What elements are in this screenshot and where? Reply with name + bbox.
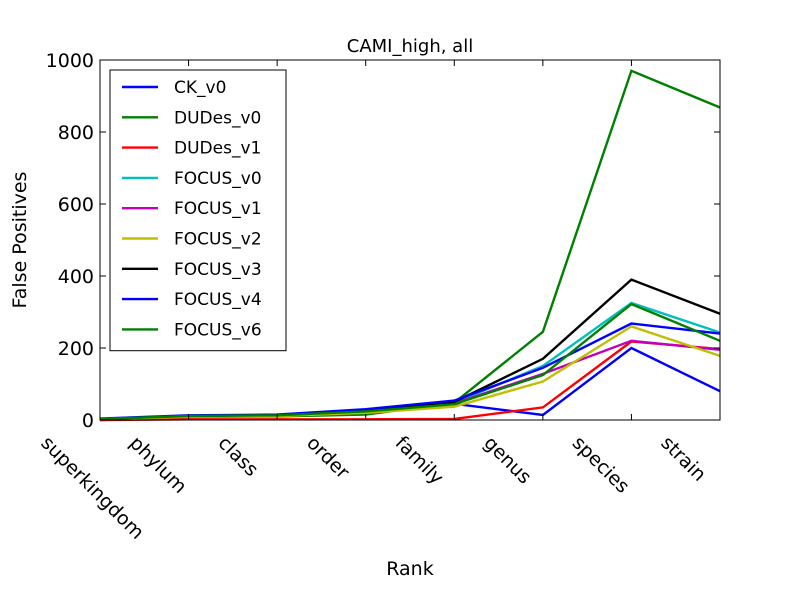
legend-label: FOCUS_v6 [174,320,262,340]
x-tick-label: phylum [125,432,191,498]
legend-label: DUDes_v1 [174,139,261,159]
x-tick-label: class [214,432,263,481]
legend-label: CK_v0 [174,78,226,98]
legend-label: FOCUS_v4 [174,290,262,310]
y-tick-label: 400 [58,266,94,288]
x-tick-label: genus [479,432,535,488]
y-tick-label: 600 [58,194,94,216]
legend-label: DUDes_v0 [174,108,261,128]
x-axis-label: Rank [386,558,433,580]
x-tick-label: order [302,432,354,484]
y-tick-label: 800 [58,122,94,144]
legend-label: FOCUS_v1 [174,199,262,219]
x-tick-label: strain [656,432,710,486]
legend-label: FOCUS_v2 [174,230,262,250]
x-tick-label: family [391,432,448,489]
legend-label: FOCUS_v0 [174,169,262,189]
y-tick-label: 1000 [46,50,94,72]
y-axis-label: False Positives [9,172,31,309]
x-tick-label: species [568,432,634,498]
series-line-2 [99,340,721,422]
legend: CK_v0 DUDes_v0 DUDes_v1 FOCUS_v0 FOCUS_v1 FOC… [109,69,287,352]
y-tick-label: 0 [82,410,94,432]
series-layer [99,69,721,422]
series-line-8 [99,302,721,421]
chart-title: CAMI_high, all [347,36,473,57]
legend-label: FOCUS_v3 [174,260,262,280]
plot-frame [99,59,721,421]
y-tick-label: 200 [58,338,94,360]
